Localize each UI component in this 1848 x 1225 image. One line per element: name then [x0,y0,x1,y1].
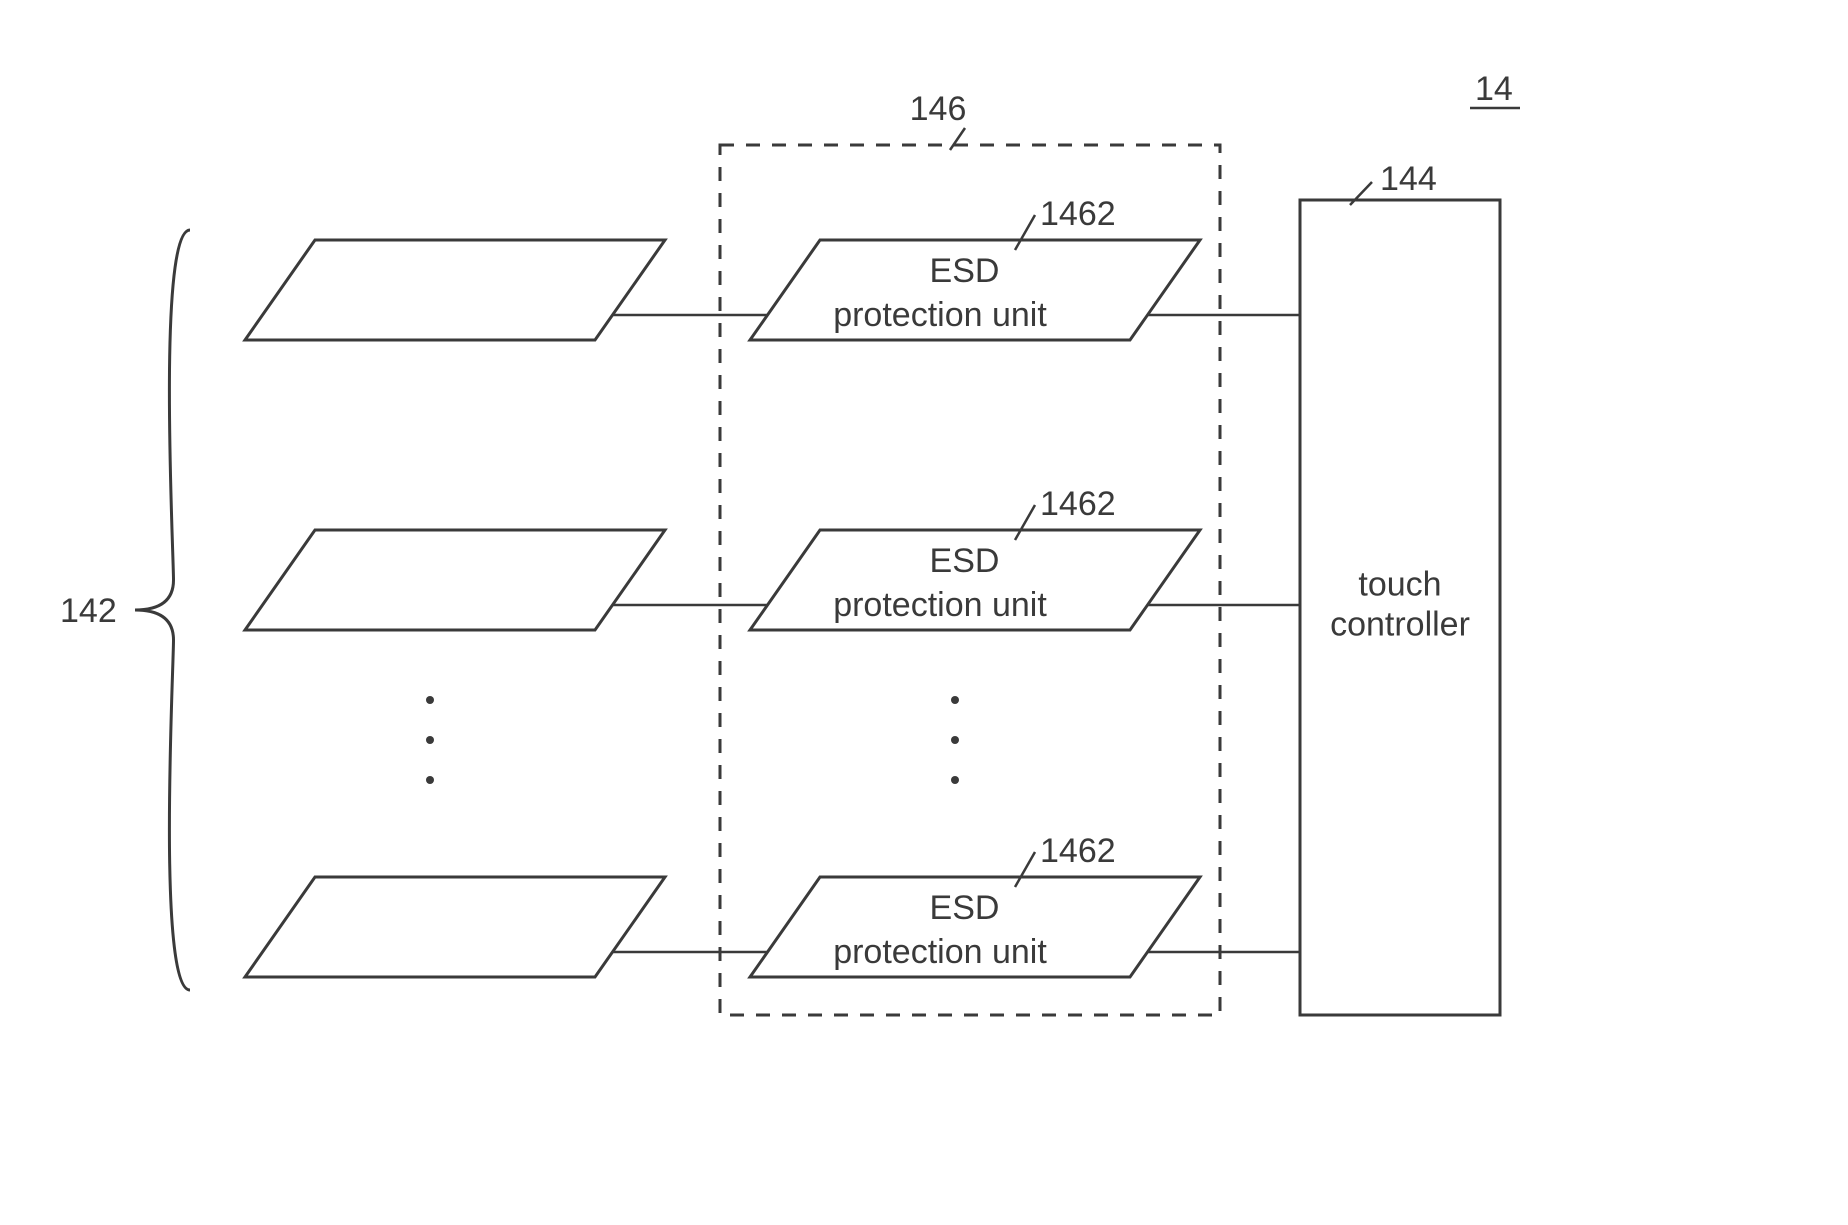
sensor-pad [245,877,665,977]
esd-label-2: protection unit [833,933,1047,971]
vdots-dot [426,776,434,784]
ref-esd-unit: 1462 [1040,832,1116,870]
vdots-dot [426,696,434,704]
esd-label-2: protection unit [833,296,1047,334]
vdots-dot [951,776,959,784]
vdots-dot [951,696,959,704]
ref-esd-unit: 1462 [1040,195,1116,233]
sensor-pad [245,530,665,630]
esd-label-1: ESD [930,542,1000,580]
controller-label-2: controller [1330,606,1470,644]
leader-1462 [1015,852,1035,887]
vdots-dot [426,736,434,744]
vdots-dot [951,736,959,744]
leader-146 [950,128,965,150]
esd-label-1: ESD [930,252,1000,290]
ref-sensors-group: 142 [60,592,117,630]
ref-controller: 144 [1380,160,1437,198]
esd-label-2: protection unit [833,586,1047,624]
controller-label-1: touch [1358,566,1441,604]
brace-142 [135,230,190,990]
leader-1462 [1015,505,1035,540]
sensor-pad [245,240,665,340]
ref-esd-group: 146 [910,90,967,128]
leader-144 [1350,182,1372,205]
esd-label-1: ESD [930,889,1000,927]
ref-figure: 14 [1475,70,1513,108]
ref-esd-unit: 1462 [1040,485,1116,523]
leader-1462 [1015,215,1035,250]
